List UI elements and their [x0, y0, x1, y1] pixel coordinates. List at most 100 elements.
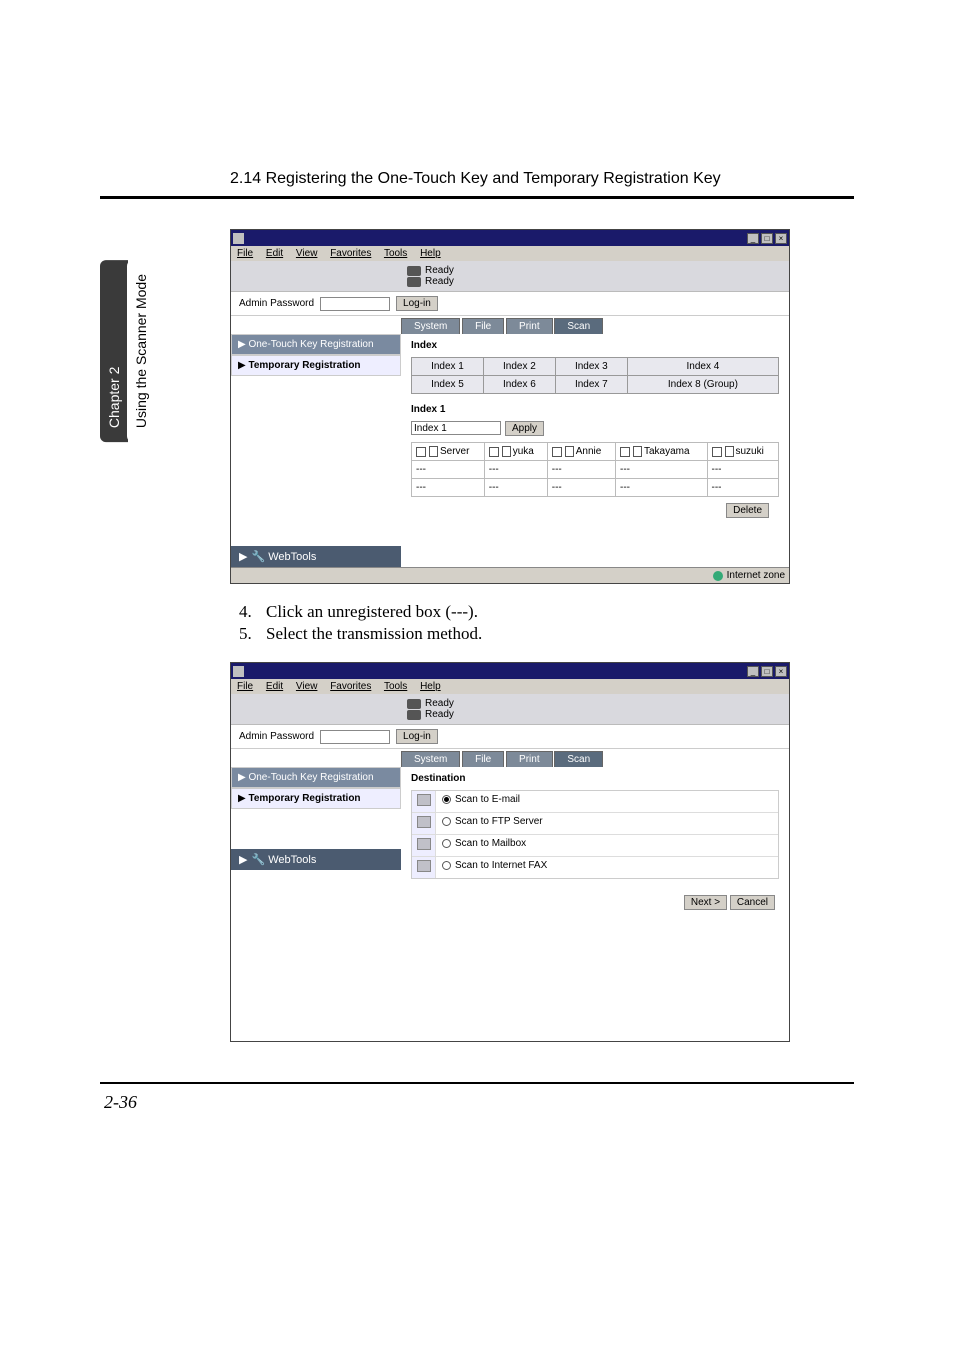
- index-tab-5[interactable]: Index 5: [412, 376, 484, 394]
- index-tab-4[interactable]: Index 4: [627, 358, 778, 376]
- tab-file[interactable]: File: [462, 318, 504, 334]
- login-button[interactable]: Log-in: [396, 296, 438, 311]
- slot-empty[interactable]: ---: [484, 479, 547, 497]
- window-icon: [233, 666, 244, 677]
- index-section-label: Index 1: [411, 404, 779, 415]
- tab-scan[interactable]: Scan: [554, 751, 603, 767]
- slot-empty[interactable]: ---: [412, 479, 485, 497]
- dest-email[interactable]: Scan to E-mail: [436, 791, 778, 812]
- index-tab-8[interactable]: Index 8 (Group): [627, 376, 778, 394]
- slot-yuka[interactable]: yuka: [484, 443, 547, 461]
- webtools-link[interactable]: ▶🔧 WebTools: [231, 546, 401, 567]
- section-header: 2.14 Registering the One-Touch Key and T…: [100, 170, 854, 188]
- nav-temporary[interactable]: ▶ Temporary Registration: [231, 788, 401, 809]
- slot-empty[interactable]: ---: [615, 479, 707, 497]
- menu-edit[interactable]: Edit: [266, 248, 283, 259]
- page-number: 2-36: [104, 1092, 854, 1113]
- status-area: Ready Ready: [407, 698, 454, 720]
- dest-mailbox[interactable]: Scan to Mailbox: [436, 835, 778, 856]
- browser-menubar: File Edit View Favorites Tools Help: [231, 679, 789, 694]
- menu-favorites[interactable]: Favorites: [330, 681, 371, 692]
- slot-suzuki[interactable]: suzuki: [707, 443, 779, 461]
- index-tab-2[interactable]: Index 2: [483, 358, 555, 376]
- slots-table: Server yuka Annie Takayama suzuki --- --…: [411, 442, 779, 497]
- ready-label: Ready: [425, 698, 454, 709]
- maximize-button[interactable]: □: [761, 666, 773, 677]
- printer-icon: [407, 277, 421, 287]
- tab-system[interactable]: System: [401, 318, 460, 334]
- dest-ifax[interactable]: Scan to Internet FAX: [436, 857, 778, 878]
- menu-favorites[interactable]: Favorites: [330, 248, 371, 259]
- index-tab-6[interactable]: Index 6: [483, 376, 555, 394]
- slot-empty[interactable]: ---: [707, 461, 779, 479]
- slot-empty[interactable]: ---: [484, 461, 547, 479]
- cancel-button[interactable]: Cancel: [730, 895, 775, 910]
- webtools-link[interactable]: ▶🔧 WebTools: [231, 849, 401, 870]
- minimize-button[interactable]: _: [747, 666, 759, 677]
- slot-takayama[interactable]: Takayama: [615, 443, 707, 461]
- maximize-button[interactable]: □: [761, 233, 773, 244]
- close-button[interactable]: ×: [775, 666, 787, 677]
- menu-view[interactable]: View: [296, 681, 318, 692]
- ready-label: Ready: [425, 709, 454, 720]
- mailbox-icon: [417, 838, 431, 850]
- menu-help[interactable]: Help: [420, 248, 441, 259]
- admin-password-label: Admin Password: [239, 298, 314, 309]
- tab-print[interactable]: Print: [506, 318, 553, 334]
- admin-password-label: Admin Password: [239, 731, 314, 742]
- printer-icon: [407, 699, 421, 709]
- index-name-input[interactable]: [411, 421, 501, 435]
- status-zone: Internet zone: [727, 570, 785, 581]
- ftp-icon: [417, 816, 431, 828]
- email-icon: [417, 794, 431, 806]
- dest-ftp[interactable]: Scan to FTP Server: [436, 813, 778, 834]
- index-title: Index: [411, 340, 779, 351]
- menu-tools[interactable]: Tools: [384, 681, 407, 692]
- ifax-icon: [417, 860, 431, 872]
- nav-one-touch[interactable]: ▶ One-Touch Key Registration: [231, 767, 401, 788]
- tab-scan[interactable]: Scan: [554, 318, 603, 334]
- instruction-5: Select the transmission method.: [256, 624, 854, 644]
- slot-empty[interactable]: ---: [707, 479, 779, 497]
- menu-tools[interactable]: Tools: [384, 248, 407, 259]
- status-area: Ready Ready: [407, 265, 454, 287]
- index-tab-1[interactable]: Index 1: [412, 358, 484, 376]
- apply-button[interactable]: Apply: [505, 421, 544, 436]
- browser-menubar: File Edit View Favorites Tools Help: [231, 246, 789, 261]
- side-tabs: Chapter 2 Using the Scanner Mode: [100, 260, 154, 442]
- tab-system[interactable]: System: [401, 751, 460, 767]
- menu-help[interactable]: Help: [420, 681, 441, 692]
- slot-empty[interactable]: ---: [615, 461, 707, 479]
- slot-annie[interactable]: Annie: [547, 443, 615, 461]
- admin-password-input[interactable]: [320, 730, 390, 744]
- window-icon: [233, 233, 244, 244]
- destination-list: Scan to E-mail Scan to FTP Server Scan t…: [411, 790, 779, 879]
- tab-file[interactable]: File: [462, 751, 504, 767]
- slot-empty[interactable]: ---: [412, 461, 485, 479]
- admin-password-input[interactable]: [320, 297, 390, 311]
- next-button[interactable]: Next >: [684, 895, 727, 910]
- index-tab-7[interactable]: Index 7: [555, 376, 627, 394]
- instruction-list: Click an unregistered box (---). Select …: [230, 602, 854, 644]
- destination-title: Destination: [411, 773, 779, 784]
- menu-view[interactable]: View: [296, 248, 318, 259]
- minimize-button[interactable]: _: [747, 233, 759, 244]
- footer-rule: [100, 1082, 854, 1084]
- close-button[interactable]: ×: [775, 233, 787, 244]
- menu-file[interactable]: File: [237, 248, 253, 259]
- menu-file[interactable]: File: [237, 681, 253, 692]
- login-button[interactable]: Log-in: [396, 729, 438, 744]
- delete-button[interactable]: Delete: [726, 503, 769, 518]
- printer-icon: [407, 710, 421, 720]
- header-rule: [100, 196, 854, 199]
- nav-one-touch[interactable]: ▶ One-Touch Key Registration: [231, 334, 401, 355]
- menu-edit[interactable]: Edit: [266, 681, 283, 692]
- slot-empty[interactable]: ---: [547, 479, 615, 497]
- nav-temporary[interactable]: ▶ Temporary Registration: [231, 355, 401, 376]
- slot-server[interactable]: Server: [412, 443, 485, 461]
- slot-empty[interactable]: ---: [547, 461, 615, 479]
- index-tab-3[interactable]: Index 3: [555, 358, 627, 376]
- window-titlebar: _ □ ×: [231, 230, 789, 246]
- mode-tab: Using the Scanner Mode: [127, 260, 155, 442]
- tab-print[interactable]: Print: [506, 751, 553, 767]
